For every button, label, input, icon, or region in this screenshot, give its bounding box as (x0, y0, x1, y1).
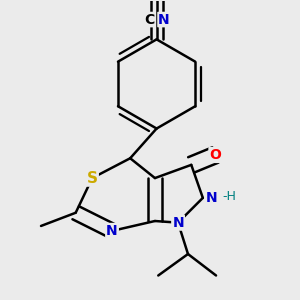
Text: N: N (158, 13, 170, 27)
Text: N: N (206, 191, 217, 205)
Text: N: N (106, 224, 118, 238)
Text: N: N (172, 216, 184, 230)
Text: -H: -H (223, 190, 236, 203)
Text: C: C (144, 13, 154, 27)
Text: O: O (209, 148, 221, 162)
Text: S: S (87, 171, 98, 186)
